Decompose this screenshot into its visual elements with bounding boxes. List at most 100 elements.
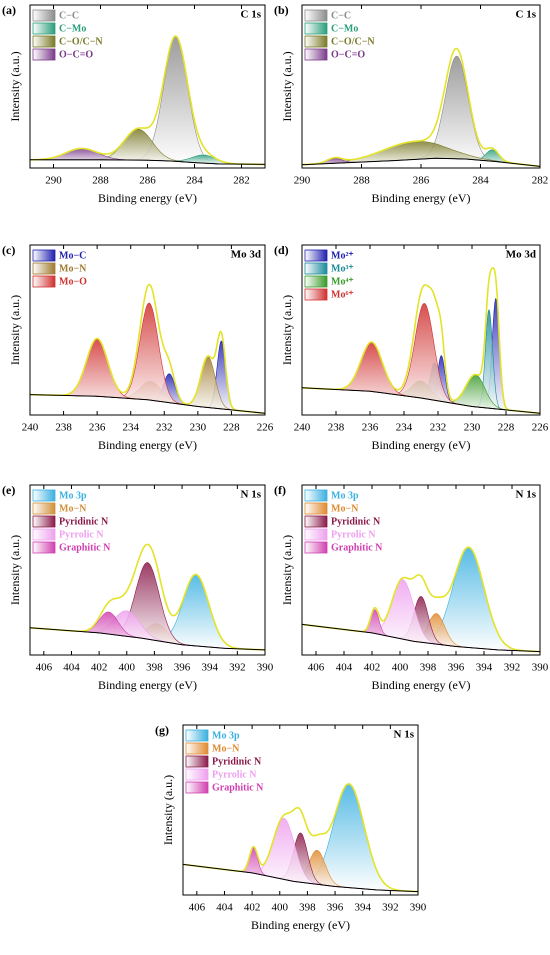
legend-label: C−O/C−N bbox=[59, 36, 103, 47]
x-tick-label: 402 bbox=[364, 662, 381, 674]
x-tick-label: 240 bbox=[294, 422, 311, 434]
legend-label: C−O/C−N bbox=[331, 36, 375, 47]
legend-label: O−C=O bbox=[59, 49, 93, 60]
x-tick-label: 230 bbox=[464, 422, 481, 434]
legend-label: C−Mo bbox=[59, 23, 86, 34]
legend-label: C−C bbox=[331, 10, 351, 21]
plot-area bbox=[302, 47, 540, 168]
x-tick-label: 282 bbox=[532, 175, 549, 187]
legend-swatch bbox=[304, 541, 328, 554]
legend-label: Pyrrolic N bbox=[331, 529, 376, 540]
x-tick-label: 394 bbox=[354, 902, 371, 914]
legend-swatch bbox=[185, 729, 209, 742]
panel-label: (b) bbox=[274, 3, 289, 17]
legend-label: Pyrrolic N bbox=[59, 529, 104, 540]
panel-title: C 1s bbox=[241, 9, 262, 21]
x-tick-label: 240 bbox=[22, 422, 39, 434]
legend-swatch bbox=[32, 489, 56, 502]
panel-label: (g) bbox=[155, 723, 169, 737]
x-tick-label: 392 bbox=[504, 662, 521, 674]
y-axis-label: Intensity (a.u.) bbox=[161, 775, 175, 845]
legend-swatch bbox=[185, 755, 209, 768]
legend-label: Mo−O bbox=[59, 276, 87, 287]
legend-swatch bbox=[32, 515, 56, 528]
x-tick-label: 232 bbox=[430, 422, 447, 434]
x-tick-label: 290 bbox=[45, 175, 62, 187]
panel-label: (f) bbox=[274, 483, 286, 497]
legend-swatch bbox=[32, 249, 56, 262]
legend-label: Mo 3p bbox=[331, 490, 359, 501]
x-tick-label: 290 bbox=[294, 175, 311, 187]
plot-frame bbox=[301, 484, 541, 656]
x-tick-label: 400 bbox=[119, 662, 136, 674]
legend-swatch bbox=[304, 9, 328, 22]
x-tick-label: 238 bbox=[55, 422, 72, 434]
x-tick-label: 392 bbox=[229, 662, 246, 674]
legend-label: Pyridinic N bbox=[212, 756, 262, 767]
legend-label: Mo²⁺ bbox=[331, 250, 354, 261]
x-tick-label: 400 bbox=[392, 662, 409, 674]
background-line bbox=[302, 623, 540, 653]
x-axis-label: Binding energy (eV) bbox=[98, 678, 197, 692]
x-tick-label: 288 bbox=[353, 175, 370, 187]
legend-swatch bbox=[32, 275, 56, 288]
legend-label: Graphitic N bbox=[212, 782, 264, 793]
x-axis-label: Binding energy (eV) bbox=[98, 438, 197, 452]
panel-title: Mo 3d bbox=[231, 249, 261, 261]
panel-label: (e) bbox=[2, 483, 15, 497]
legend-label: C−C bbox=[59, 10, 79, 21]
x-tick-label: 394 bbox=[201, 662, 218, 674]
x-tick-label: 230 bbox=[190, 422, 207, 434]
legend-label: Mo−C bbox=[59, 250, 86, 261]
plot-area bbox=[30, 35, 265, 166]
x-tick-label: 394 bbox=[476, 662, 493, 674]
x-tick-label: 226 bbox=[532, 422, 549, 434]
legend-swatch bbox=[32, 35, 56, 48]
x-axis-label: Binding energy (eV) bbox=[371, 678, 470, 692]
x-tick-label: 234 bbox=[122, 422, 139, 434]
legend-swatch bbox=[185, 742, 209, 755]
y-axis-label: Intensity (a.u.) bbox=[280, 295, 294, 365]
panel-title: Mo 3d bbox=[506, 249, 536, 261]
panel-title: N 1s bbox=[516, 489, 537, 501]
x-axis-label: Binding energy (eV) bbox=[371, 438, 470, 452]
x-axis-label: Binding energy (eV) bbox=[371, 191, 470, 205]
background-line bbox=[30, 627, 265, 651]
x-tick-label: 406 bbox=[189, 902, 206, 914]
legend-swatch bbox=[32, 22, 56, 35]
x-axis-label: Binding energy (eV) bbox=[98, 191, 197, 205]
x-tick-label: 288 bbox=[92, 175, 109, 187]
legend-swatch bbox=[304, 35, 328, 48]
x-tick-label: 282 bbox=[233, 175, 250, 187]
panel-label: (a) bbox=[2, 3, 16, 17]
plot-area bbox=[30, 283, 265, 415]
legend-label: Mo⁶⁺ bbox=[331, 289, 354, 300]
background-line bbox=[183, 863, 418, 893]
x-tick-label: 402 bbox=[91, 662, 108, 674]
y-axis-label: Intensity (a.u.) bbox=[8, 295, 22, 365]
x-tick-label: 226 bbox=[257, 422, 274, 434]
x-tick-label: 404 bbox=[216, 902, 233, 914]
plot-area bbox=[302, 546, 540, 653]
y-axis-label: Intensity (a.u.) bbox=[8, 51, 22, 121]
plot-frame bbox=[301, 244, 541, 416]
legend-label: Mo 3p bbox=[212, 730, 240, 741]
x-tick-label: 398 bbox=[299, 902, 316, 914]
plot-frame bbox=[182, 724, 419, 896]
background-line bbox=[30, 159, 265, 165]
panel-title: N 1s bbox=[394, 729, 415, 741]
x-tick-label: 284 bbox=[186, 175, 203, 187]
x-tick-label: 406 bbox=[308, 662, 325, 674]
x-tick-label: 238 bbox=[328, 422, 345, 434]
envelope bbox=[30, 283, 265, 415]
y-axis-label: Intensity (a.u.) bbox=[280, 51, 294, 121]
legend-swatch bbox=[304, 515, 328, 528]
x-tick-label: 402 bbox=[244, 902, 261, 914]
plot-area bbox=[302, 267, 540, 415]
panel-label: (c) bbox=[2, 243, 15, 257]
legend-swatch bbox=[32, 541, 56, 554]
y-axis-label: Intensity (a.u.) bbox=[280, 535, 294, 605]
x-tick-label: 234 bbox=[396, 422, 413, 434]
legend-label: Mo³⁺ bbox=[331, 263, 354, 274]
